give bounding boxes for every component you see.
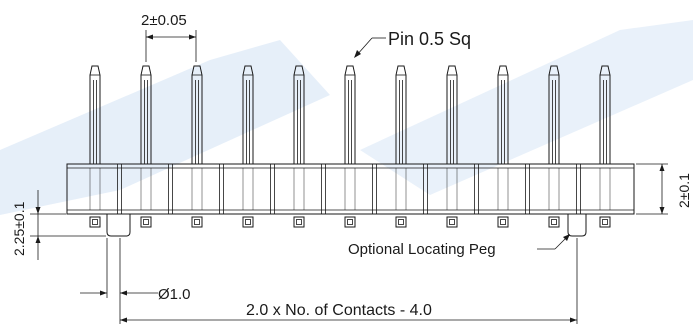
pad xyxy=(191,216,203,228)
pad xyxy=(497,216,509,228)
body-divider xyxy=(219,164,224,214)
pin xyxy=(497,65,509,210)
pins-group xyxy=(89,65,611,210)
pin xyxy=(548,65,560,210)
pad xyxy=(242,216,254,228)
pad xyxy=(599,216,611,228)
overall-length-label: 2.0 x No. of Contacts - 4.0 xyxy=(246,302,432,319)
overall-length-dimension xyxy=(120,238,578,324)
pin xyxy=(191,65,203,210)
bottom-pads xyxy=(89,216,611,228)
body-divider xyxy=(270,164,275,214)
pitch-label: 2±0.05 xyxy=(141,12,187,29)
watermark-band xyxy=(0,20,693,215)
pad xyxy=(89,216,101,228)
pad xyxy=(548,216,560,228)
body-divider xyxy=(117,164,122,214)
pin xyxy=(446,65,458,210)
pin xyxy=(293,65,305,210)
pin xyxy=(599,65,611,210)
peg-diameter-dimension xyxy=(80,238,158,324)
peg-note-leader xyxy=(537,234,570,250)
pad xyxy=(344,216,356,228)
peg-height-label: 2.25±0.1 xyxy=(11,201,27,256)
body-divider xyxy=(423,164,428,214)
peg-diameter-label: Ø1.0 xyxy=(158,286,191,303)
pin xyxy=(89,65,101,210)
body-divider xyxy=(474,164,479,214)
body-divider xyxy=(576,164,581,214)
locating-peg-left xyxy=(106,214,131,237)
pad xyxy=(140,216,152,228)
pin xyxy=(395,65,407,210)
body-divider xyxy=(372,164,377,214)
body-height-dimension xyxy=(636,163,668,215)
pin-size-label: Pin 0.5 Sq xyxy=(388,29,471,49)
peg-note-label: Optional Locating Peg xyxy=(348,241,496,258)
pad xyxy=(446,216,458,228)
pin-size-leader xyxy=(354,37,386,58)
pin xyxy=(344,65,356,210)
body-divider xyxy=(321,164,326,214)
body-divider xyxy=(525,164,530,214)
pad xyxy=(395,216,407,228)
locating-peg-right xyxy=(567,214,587,237)
pin xyxy=(242,65,254,210)
pin xyxy=(140,65,152,210)
pitch-dimension xyxy=(145,30,197,62)
body-divider xyxy=(168,164,173,214)
housing-body xyxy=(66,163,635,215)
body-dividers xyxy=(117,164,581,214)
body-height-label: 2±0.1 xyxy=(676,173,692,208)
peg-height-dimension xyxy=(30,190,106,260)
pad xyxy=(293,216,305,228)
